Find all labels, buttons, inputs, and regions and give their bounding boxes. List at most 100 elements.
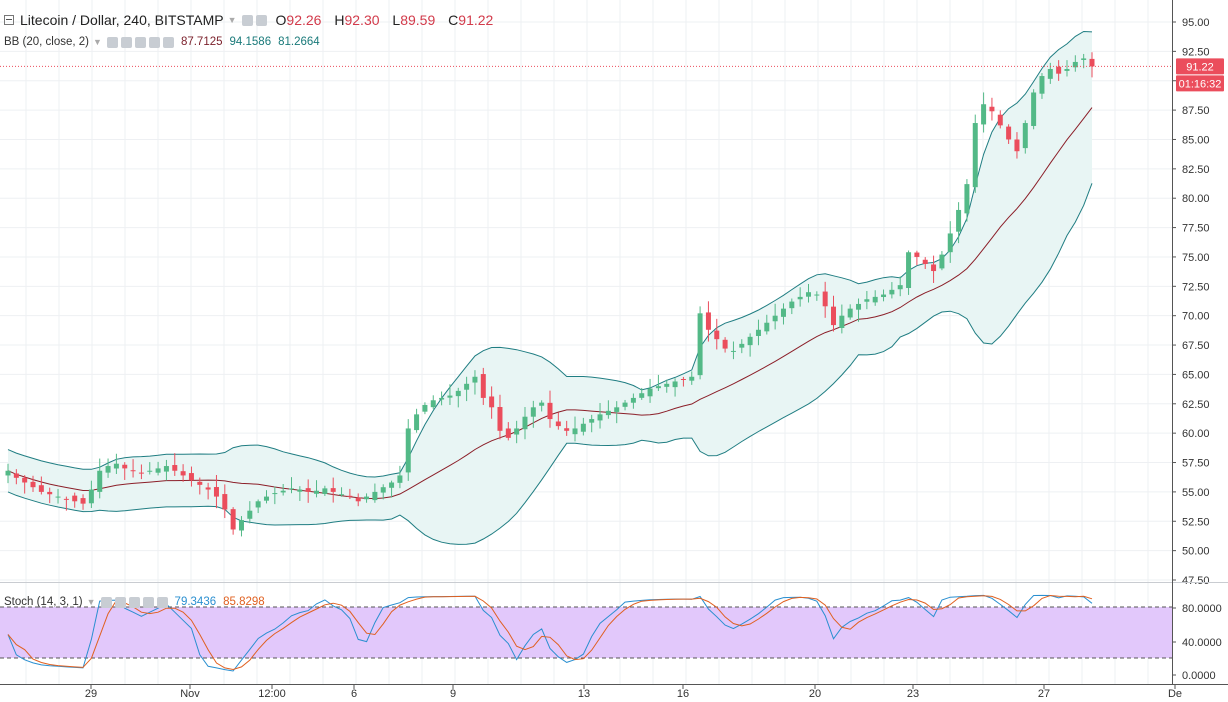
y-tick-label: 87.50	[1182, 105, 1210, 117]
candle-body	[1089, 58, 1095, 67]
x-tick-label: 29	[85, 688, 97, 700]
y-tick-label: 52.50	[1182, 516, 1210, 528]
bb-label[interactable]: BB (20, close, 2)	[4, 36, 90, 48]
candle-body	[705, 312, 711, 330]
y-tick-label: 70.00	[1182, 311, 1210, 323]
candle-body	[63, 498, 69, 500]
symbol-title[interactable]: Litecoin / Dollar, 240, BITSTAMP	[20, 12, 224, 28]
candle-body	[630, 397, 636, 403]
candle-body	[1047, 68, 1053, 79]
candle-body	[330, 488, 336, 492]
candle-body	[439, 397, 445, 400]
x-tick-label: 23	[907, 688, 919, 700]
candle-body	[380, 487, 386, 493]
countdown-badge-label: 01:16:32	[1179, 78, 1222, 90]
candle-body	[38, 485, 44, 492]
y-tick-label: 57.50	[1182, 458, 1210, 470]
y-tick-label: 47.50	[1182, 575, 1210, 587]
candle-body	[30, 481, 36, 488]
candle-body	[989, 106, 995, 112]
price-badge-label: 91.22	[1186, 61, 1214, 73]
stoch-d-value: 85.8298	[223, 596, 265, 608]
stoch-d-line	[7, 594, 1093, 671]
candle-body	[422, 404, 428, 412]
candle-body	[1006, 126, 1012, 140]
candle-body	[13, 473, 19, 478]
add-icon[interactable]	[128, 596, 140, 608]
candle-body	[664, 383, 670, 387]
y-tick-label: 80.00	[1182, 193, 1210, 205]
collapse-icon[interactable]	[4, 15, 14, 25]
y-tick-label: 67.50	[1182, 340, 1210, 352]
candle-body	[747, 336, 753, 346]
chevron-down-icon[interactable]: ▼	[93, 37, 102, 47]
candle-body	[389, 482, 395, 488]
candle-body	[113, 463, 119, 469]
candle-body	[931, 264, 937, 272]
candle-body	[547, 402, 553, 420]
candle-body	[555, 421, 561, 427]
candle-body	[964, 184, 970, 214]
add-icon[interactable]	[134, 36, 146, 48]
candle-body	[831, 306, 837, 326]
x-tick-label: De	[1168, 688, 1182, 700]
eye-icon[interactable]	[241, 14, 253, 26]
candle-body	[881, 294, 887, 298]
candle-body	[947, 233, 953, 253]
candle-body	[372, 491, 378, 501]
candle-body	[780, 308, 786, 317]
stoch-legend: Stoch (14, 3, 1) ▼ 79.3436 85.8298	[4, 594, 272, 610]
bb-lower-value: 81.2664	[278, 36, 320, 48]
candle-body	[280, 490, 286, 493]
stoch-label[interactable]: Stoch (14, 3, 1)	[4, 596, 83, 608]
candle-body	[263, 496, 269, 501]
candle-body	[155, 468, 161, 473]
candle-body	[305, 488, 311, 492]
candle-body	[455, 390, 461, 397]
settings-icon[interactable]	[114, 596, 126, 608]
candle-body	[797, 296, 803, 300]
y-tick-label: 77.50	[1182, 223, 1210, 235]
stochastic-pane	[0, 594, 1172, 672]
candle-body	[856, 303, 862, 310]
candle-body	[689, 376, 695, 381]
bb-fill	[8, 31, 1092, 545]
countdown-badge	[1176, 75, 1224, 92]
candle-body	[714, 330, 720, 340]
candle-body	[230, 509, 236, 530]
stoch-tick-label: 80.0000	[1182, 603, 1222, 615]
y-tick-label: 85.00	[1182, 134, 1210, 146]
close-icon[interactable]	[156, 596, 168, 608]
chart-header: Litecoin / Dollar, 240, BITSTAMP ▼ O92.2…	[4, 10, 502, 30]
candle-body	[981, 104, 987, 125]
candle-body	[605, 410, 611, 416]
settings-icon[interactable]	[255, 14, 267, 26]
y-tick-label: 72.50	[1182, 281, 1210, 293]
candle-body	[956, 209, 962, 232]
chevron-down-icon[interactable]: ▼	[86, 597, 96, 607]
chevron-down-icon[interactable]: ▼	[227, 15, 237, 25]
candle-body	[414, 414, 420, 431]
eye-icon[interactable]	[100, 596, 112, 608]
candle-body	[589, 419, 595, 423]
candle-body	[1039, 76, 1045, 94]
candle-body	[1031, 92, 1037, 126]
settings-icon[interactable]	[120, 36, 132, 48]
candle-body	[47, 491, 53, 495]
y-tick-label: 82.50	[1182, 164, 1210, 176]
candle-body	[188, 473, 194, 481]
eye-icon[interactable]	[106, 36, 118, 48]
candle-body	[489, 396, 495, 408]
candle-body	[597, 414, 603, 421]
more-icon[interactable]	[142, 596, 154, 608]
candle-body	[505, 428, 511, 438]
candle-body	[522, 416, 528, 430]
close-icon[interactable]	[162, 36, 174, 48]
more-icon[interactable]	[148, 36, 160, 48]
candle-body	[405, 428, 411, 473]
candle-body	[847, 308, 853, 318]
candle-body	[430, 400, 436, 408]
candle-body	[789, 301, 795, 309]
x-tick-label: 16	[677, 688, 689, 700]
